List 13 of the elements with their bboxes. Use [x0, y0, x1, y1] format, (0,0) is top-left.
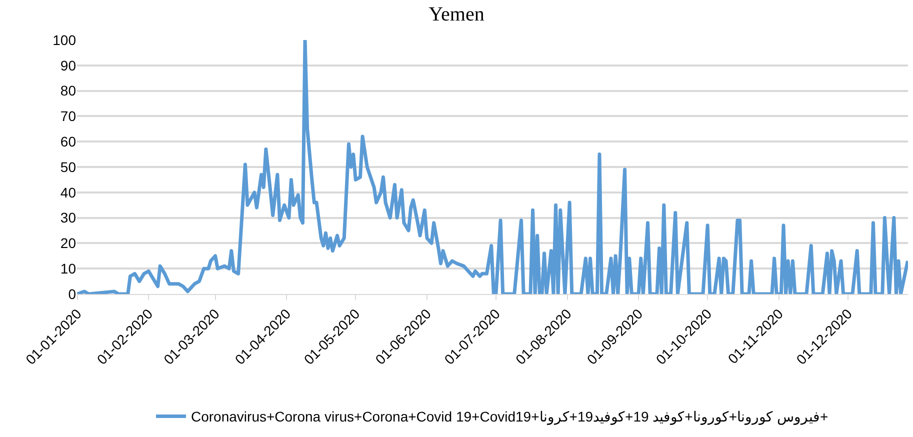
- legend-label: Coronavirus+Corona virus+Corona+Covid 19+Covid19+فيروس كورونا+كورونا+كوفيد 19+كوفيد19+كرونا+: [191, 408, 828, 426]
- y-tick-label: 100: [52, 32, 76, 48]
- y-tick-label: 60: [60, 134, 76, 150]
- y-tick-label: 0: [68, 286, 76, 302]
- y-tick-label: 40: [60, 184, 76, 200]
- y-tick-label: 30: [60, 210, 76, 226]
- chart-title: Yemen: [428, 4, 484, 26]
- y-tick-label: 70: [60, 108, 76, 124]
- y-tick-label: 10: [60, 260, 76, 276]
- y-tick-label: 80: [60, 82, 76, 99]
- y-tick-label: 90: [60, 57, 76, 74]
- y-tick-label: 50: [60, 158, 76, 175]
- y-tick-label: 20: [60, 235, 76, 252]
